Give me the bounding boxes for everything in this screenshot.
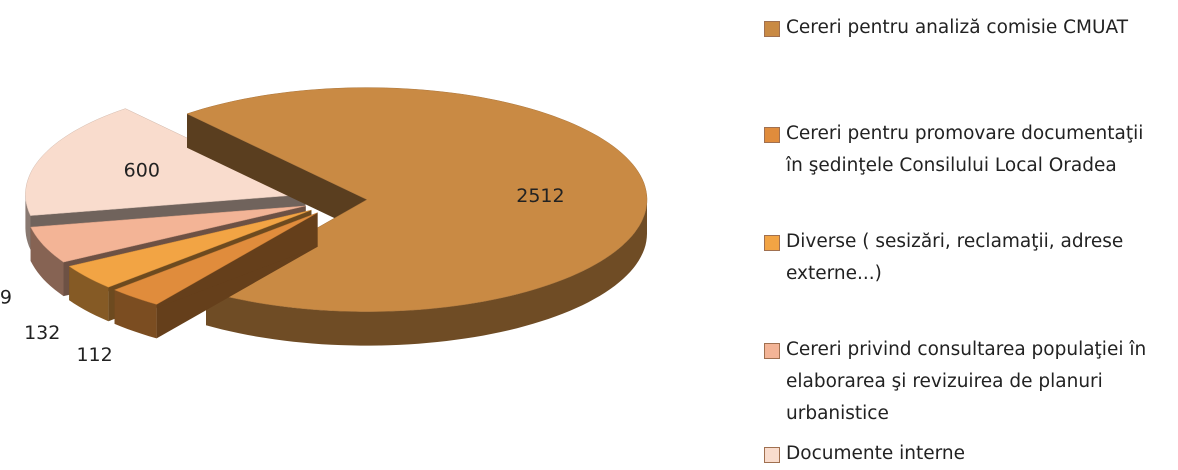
legend-label: Cereri pentru promovare documentaţii în … xyxy=(786,123,1144,176)
legend-item: Diverse ( sesizări, reclamaţii, adrese e… xyxy=(764,226,1164,290)
slice-face xyxy=(187,113,367,234)
legend-item: Cereri privind consultarea populaţiei în… xyxy=(764,334,1164,430)
legend-swatch xyxy=(764,21,780,37)
data-label: 112 xyxy=(76,344,112,366)
slice-top xyxy=(186,87,648,312)
legend-swatch xyxy=(764,343,780,359)
chart: 600 2512 189 132 112 xyxy=(0,87,648,366)
slice-wall xyxy=(25,194,31,250)
slice-wall xyxy=(114,289,157,339)
slice-top xyxy=(30,205,306,263)
legend-swatch xyxy=(764,127,780,143)
slice-top xyxy=(68,209,312,288)
slice-top xyxy=(25,108,307,216)
data-label: 189 xyxy=(0,286,12,308)
legend-swatch xyxy=(764,235,780,251)
slice-top xyxy=(113,212,318,305)
slice xyxy=(186,87,648,346)
legend-label: Documente interne xyxy=(786,443,965,464)
data-label: 2512 xyxy=(516,185,564,207)
legend-item: Documente interne xyxy=(764,438,1164,470)
slice-wall xyxy=(69,266,109,322)
data-label: 132 xyxy=(24,322,60,344)
legend-label: Cereri privind consultarea populaţiei în… xyxy=(786,339,1147,424)
legend-swatch xyxy=(764,447,780,463)
slice-wall xyxy=(30,227,64,297)
legend-item: Cereri pentru promovare documentaţii în … xyxy=(764,118,1164,182)
legend-label: Diverse ( sesizări, reclamaţii, adrese e… xyxy=(786,231,1124,284)
data-label: 600 xyxy=(124,160,160,182)
legend-label: Cereri pentru analiză comisie CMUAT xyxy=(786,17,1129,38)
slice-wall xyxy=(206,199,647,346)
slice xyxy=(113,212,318,339)
legend-item: Cereri pentru analiză comisie CMUAT xyxy=(764,12,1164,44)
